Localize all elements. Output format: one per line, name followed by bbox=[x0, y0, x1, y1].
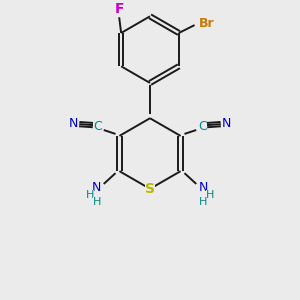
Text: N: N bbox=[198, 181, 208, 194]
Text: N: N bbox=[222, 117, 231, 130]
Text: N: N bbox=[92, 181, 102, 194]
Text: H: H bbox=[206, 190, 214, 200]
Text: H: H bbox=[86, 190, 94, 200]
Text: Br: Br bbox=[199, 17, 214, 30]
Text: N: N bbox=[69, 117, 78, 130]
Text: S: S bbox=[145, 182, 155, 196]
Text: C: C bbox=[198, 120, 206, 133]
Text: H: H bbox=[93, 196, 101, 207]
Text: H: H bbox=[199, 196, 207, 207]
Text: C: C bbox=[94, 120, 102, 133]
Text: F: F bbox=[114, 2, 124, 16]
